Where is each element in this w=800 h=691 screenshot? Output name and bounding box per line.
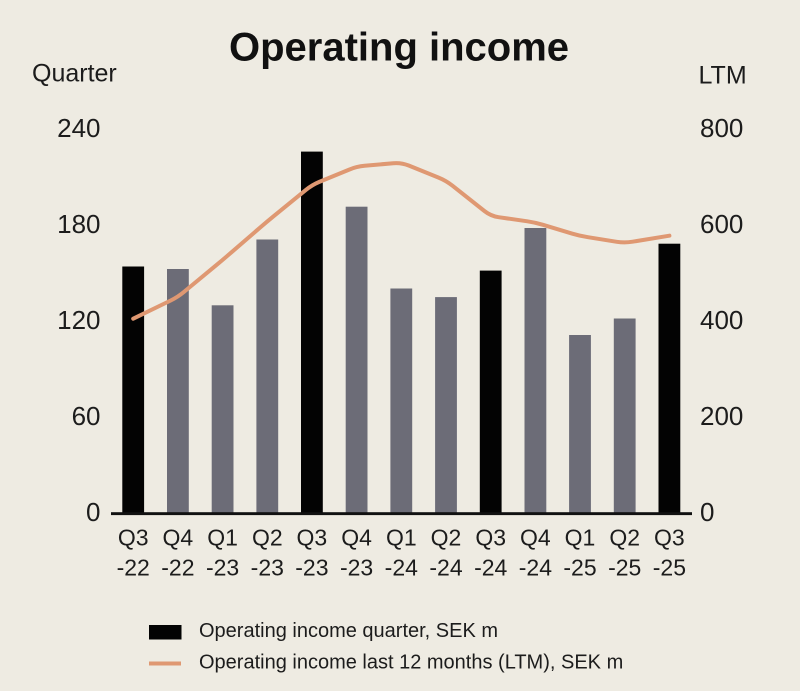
svg-text:Q4: Q4: [341, 525, 372, 551]
svg-text:-22: -22: [117, 555, 150, 581]
svg-text:-22: -22: [161, 555, 194, 581]
svg-text:200: 200: [700, 401, 743, 431]
svg-text:Quarter: Quarter: [32, 60, 117, 88]
svg-text:Q3: Q3: [118, 525, 149, 551]
svg-text:-25: -25: [653, 555, 686, 581]
svg-text:600: 600: [700, 209, 743, 239]
svg-text:Q4: Q4: [163, 525, 194, 551]
svg-text:240: 240: [57, 113, 100, 143]
svg-text:Q3: Q3: [475, 525, 506, 551]
svg-text:-25: -25: [608, 555, 641, 581]
svg-text:800: 800: [700, 113, 743, 143]
svg-text:LTM: LTM: [699, 62, 747, 90]
svg-text:60: 60: [72, 401, 101, 431]
svg-text:Q1: Q1: [565, 525, 596, 551]
svg-text:-23: -23: [295, 555, 328, 581]
svg-text:-23: -23: [206, 555, 239, 581]
svg-text:120: 120: [57, 305, 100, 335]
svg-text:Q2: Q2: [609, 525, 640, 551]
svg-text:0: 0: [86, 497, 100, 527]
svg-text:Q2: Q2: [252, 525, 283, 551]
svg-text:-24: -24: [519, 555, 552, 581]
svg-text:-23: -23: [340, 555, 373, 581]
svg-text:Q2: Q2: [431, 525, 462, 551]
svg-text:Q1: Q1: [386, 525, 417, 551]
svg-text:Operating income quarter, SEK: Operating income quarter, SEK m: [199, 620, 498, 642]
svg-text:Q3: Q3: [297, 525, 328, 551]
svg-text:-24: -24: [429, 555, 462, 581]
svg-text:-24: -24: [385, 555, 418, 581]
svg-text:Operating income: Operating income: [229, 26, 569, 70]
svg-text:Q3: Q3: [654, 525, 685, 551]
svg-text:-23: -23: [251, 555, 284, 581]
svg-text:Q1: Q1: [207, 525, 238, 551]
svg-text:Q4: Q4: [520, 525, 551, 551]
svg-text:-24: -24: [474, 555, 507, 581]
svg-text:400: 400: [700, 305, 743, 335]
svg-text:Operating income last 12 month: Operating income last 12 months (LTM), S…: [199, 652, 623, 674]
svg-text:0: 0: [700, 497, 714, 527]
svg-text:180: 180: [57, 209, 100, 239]
svg-text:-25: -25: [563, 555, 596, 581]
